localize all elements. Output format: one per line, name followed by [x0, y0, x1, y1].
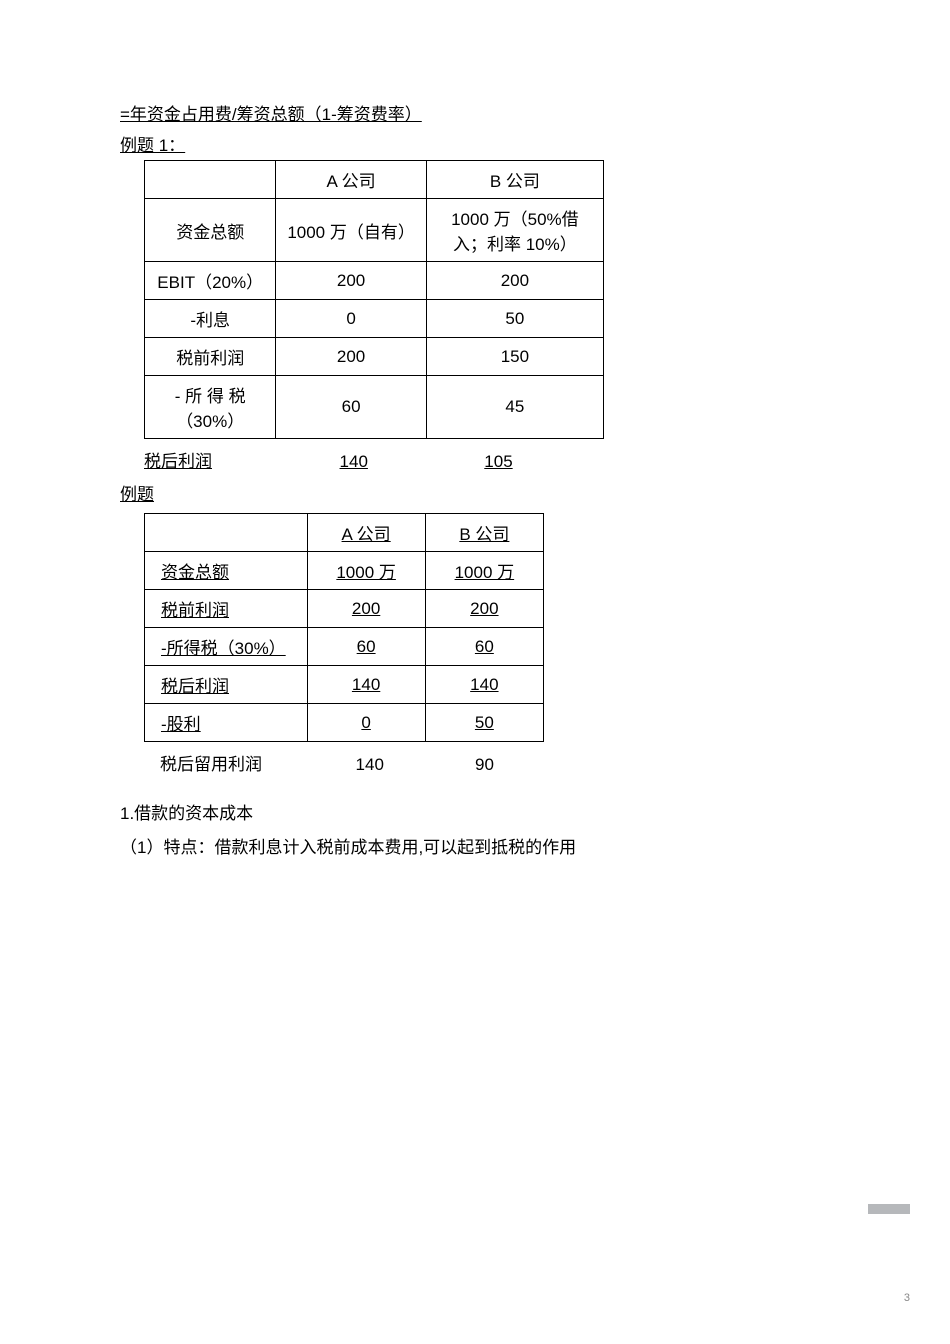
cell: 60 — [307, 628, 425, 666]
cell: 105 — [423, 452, 573, 472]
cell: 0 — [276, 300, 426, 338]
row-label: 税后利润 — [144, 447, 284, 472]
cell: 50 — [425, 704, 543, 742]
posttax-row: 税后利润 140 105 — [144, 447, 850, 472]
cell: 200 — [307, 590, 425, 628]
table-row: -股利 0 50 — [145, 704, 544, 742]
blank-cell — [145, 514, 308, 552]
row-label: -所得税（30%） — [145, 628, 308, 666]
cell: 200 — [276, 338, 426, 376]
cell: 60 — [276, 376, 426, 439]
table-row: EBIT（20%） 200 200 — [145, 262, 604, 300]
cell: 50 — [426, 300, 603, 338]
table-row: 税后利润 140 140 — [145, 666, 544, 704]
table-row: 税前利润 200 200 — [145, 590, 544, 628]
row-label: 税后留用利润 — [160, 750, 310, 775]
cell: 200 — [426, 262, 603, 300]
cell: 90 — [429, 755, 539, 775]
row-label: 税前利润 — [145, 338, 276, 376]
row-label: 税前利润 — [145, 590, 308, 628]
example2-label: 例题 — [120, 480, 154, 505]
cell: 200 — [425, 590, 543, 628]
note-line: 1.借款的资本成本 — [120, 797, 850, 831]
retained-row: 税后留用利润 140 90 — [160, 750, 850, 775]
cell: 45 — [426, 376, 603, 439]
blank-cell — [145, 161, 276, 199]
header-b: B 公司 — [425, 514, 543, 552]
cell: 60 — [425, 628, 543, 666]
header-a: A 公司 — [276, 161, 426, 199]
example2-table: A 公司 B 公司 资金总额 1000 万 1000 万 税前利润 200 20… — [144, 513, 544, 742]
table-row: A 公司 B 公司 — [145, 161, 604, 199]
table-row: 资金总额 1000 万 1000 万 — [145, 552, 544, 590]
example1-table: A 公司 B 公司 资金总额 1000 万（自有） 1000 万（50%借入；利… — [144, 160, 604, 439]
decorative-bar — [868, 1204, 910, 1214]
formula-line: =年资金占用费/筹资总额（1-筹资费率） — [120, 100, 850, 125]
cell: 140 — [307, 666, 425, 704]
cell: 1000 万（自有） — [276, 199, 426, 262]
table-row: 资金总额 1000 万（自有） 1000 万（50%借入；利率 10%） — [145, 199, 604, 262]
cell: 1000 万（50%借入；利率 10%） — [426, 199, 603, 262]
cell: 0 — [307, 704, 425, 742]
header-b: B 公司 — [426, 161, 603, 199]
row-label: EBIT（20%） — [145, 262, 276, 300]
notes-block: 1.借款的资本成本 （1）特点：借款利息计入税前成本费用,可以起到抵税的作用 — [120, 797, 850, 865]
row-label: -利息 — [145, 300, 276, 338]
cell: 1000 万 — [307, 552, 425, 590]
row-label: 资金总额 — [145, 199, 276, 262]
table-row: -利息 0 50 — [145, 300, 604, 338]
row-label: - 所 得 税（30%） — [145, 376, 276, 439]
cell: 140 — [289, 452, 419, 472]
table-row: - 所 得 税（30%） 60 45 — [145, 376, 604, 439]
cell: 1000 万 — [425, 552, 543, 590]
row-label: 税后利润 — [145, 666, 308, 704]
cell: 150 — [426, 338, 603, 376]
row-label: -股利 — [145, 704, 308, 742]
table-row: A 公司 B 公司 — [145, 514, 544, 552]
table-row: 税前利润 200 150 — [145, 338, 604, 376]
example1-label: 例题 1： — [120, 131, 185, 156]
cell: 200 — [276, 262, 426, 300]
header-a: A 公司 — [307, 514, 425, 552]
cell: 140 — [315, 755, 425, 775]
cell: 140 — [425, 666, 543, 704]
page-number: 3 — [904, 1292, 910, 1304]
row-label: 资金总额 — [145, 552, 308, 590]
note-line: （1）特点：借款利息计入税前成本费用,可以起到抵税的作用 — [120, 831, 850, 865]
table-row: -所得税（30%） 60 60 — [145, 628, 544, 666]
